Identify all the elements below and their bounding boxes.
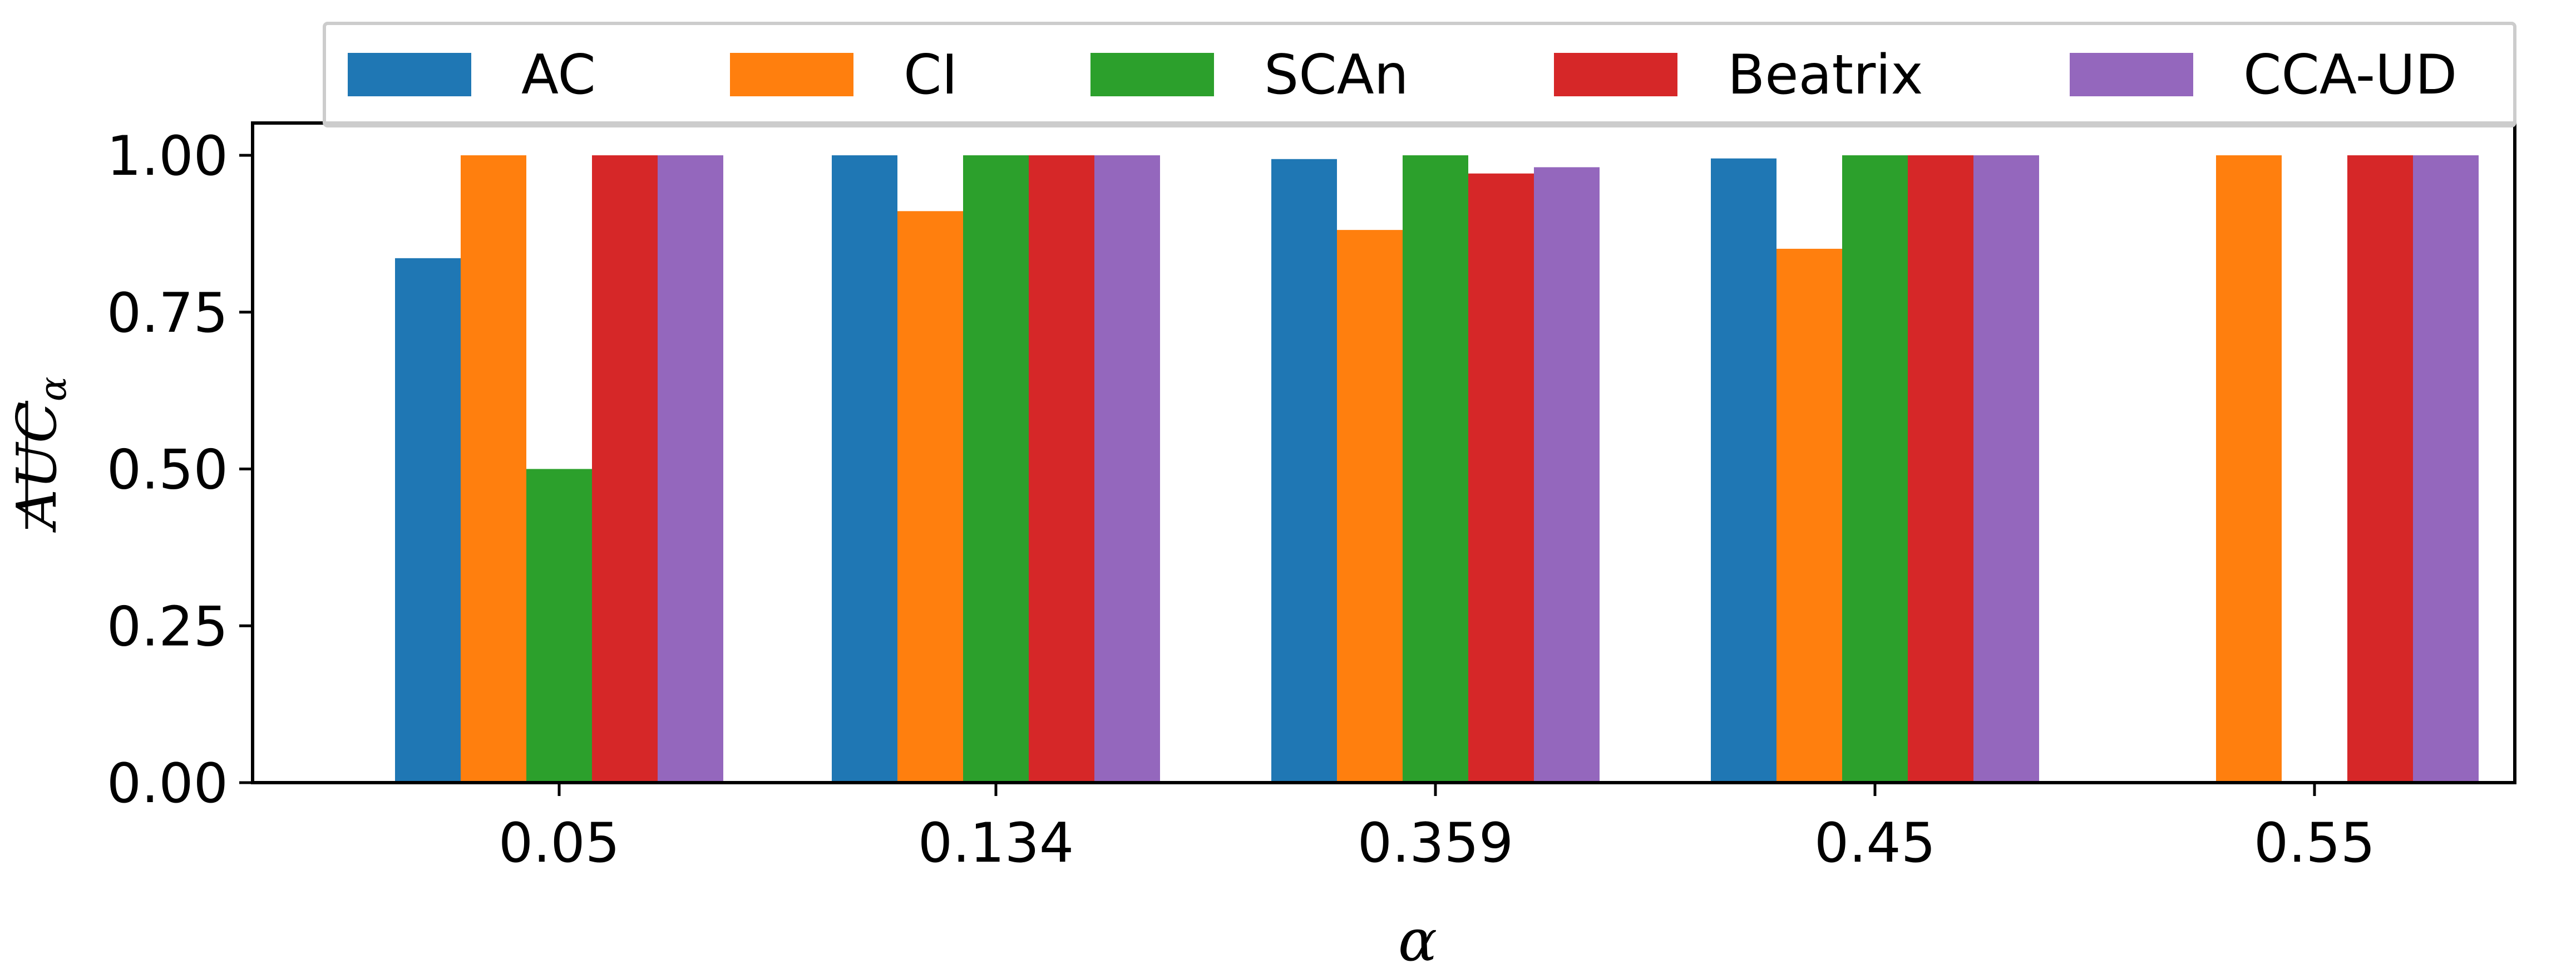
legend-swatch-beatrix <box>1554 53 1677 96</box>
bar-ac-0.359 <box>1271 159 1337 783</box>
legend-label-scan: SCAn <box>1264 43 1409 107</box>
y-tick-label: 0.75 <box>107 282 228 345</box>
y-tick-label: 0.50 <box>107 439 228 502</box>
x-tick-label: 0.55 <box>2254 812 2375 875</box>
bar-ci-0.45 <box>1776 248 1842 783</box>
legend-label-cca-ud: CCA-UD <box>2243 43 2457 107</box>
y-axis-label: AUCα <box>6 377 75 533</box>
x-tick-label: 0.359 <box>1358 812 1514 875</box>
bar-ci-0.05 <box>461 155 526 783</box>
x-axis-label: α <box>1398 906 1437 968</box>
x-tick-label: 0.134 <box>918 812 1074 875</box>
y-tick-label: 1.00 <box>107 125 228 188</box>
bar-beatrix-0.134 <box>1029 155 1094 783</box>
bar-scan-0.05 <box>526 469 592 783</box>
bars-group <box>395 155 2479 783</box>
bar-ci-0.55 <box>2216 155 2282 783</box>
legend-swatch-cca-ud <box>2070 53 2193 96</box>
bar-ac-0.05 <box>395 258 461 783</box>
legend-box <box>323 22 2516 127</box>
legend-label-ac: AC <box>521 43 596 107</box>
bar-ci-0.134 <box>897 211 963 783</box>
bar-scan-0.359 <box>1403 155 1468 783</box>
bar-beatrix-0.45 <box>1908 155 1973 783</box>
bar-ci-0.359 <box>1337 230 1403 783</box>
bar-beatrix-0.359 <box>1468 173 1534 783</box>
legend-swatch-ac <box>348 53 471 96</box>
bar-cca-ud-0.05 <box>658 155 723 783</box>
y-axis-label-subscript: α <box>32 377 75 402</box>
bar-cca-ud-0.55 <box>2413 155 2479 783</box>
legend: AC CI SCAn Beatrix CCA-UD <box>323 22 2516 127</box>
bar-beatrix-0.05 <box>592 155 658 783</box>
bar-ac-0.45 <box>1711 158 1776 783</box>
bar-scan-0.45 <box>1842 155 1908 783</box>
bar-ac-0.134 <box>832 155 897 783</box>
bar-scan-0.134 <box>963 155 1029 783</box>
bar-cca-ud-0.45 <box>1973 155 2039 783</box>
bar-beatrix-0.55 <box>2347 155 2413 783</box>
x-axis-ticks: 0.05 0.134 0.359 0.45 0.55 <box>499 783 2375 875</box>
x-tick-label: 0.45 <box>1814 812 1936 875</box>
y-tick-label: 0.25 <box>107 595 228 659</box>
legend-label-beatrix: Beatrix <box>1728 43 1923 107</box>
x-tick-label: 0.05 <box>499 812 620 875</box>
y-tick-label: 0.00 <box>107 752 228 815</box>
y-axis-ticks: 0.00 0.25 0.50 0.75 1.00 <box>107 125 253 815</box>
y-axis-label-main: AUC <box>6 401 69 533</box>
legend-items: AC CI SCAn Beatrix CCA-UD <box>348 43 2457 107</box>
legend-swatch-ci <box>730 53 853 96</box>
legend-label-ci: CI <box>904 43 958 107</box>
bar-cca-ud-0.134 <box>1094 155 1160 783</box>
legend-swatch-scan <box>1090 53 1214 96</box>
bar-cca-ud-0.359 <box>1534 167 1600 783</box>
